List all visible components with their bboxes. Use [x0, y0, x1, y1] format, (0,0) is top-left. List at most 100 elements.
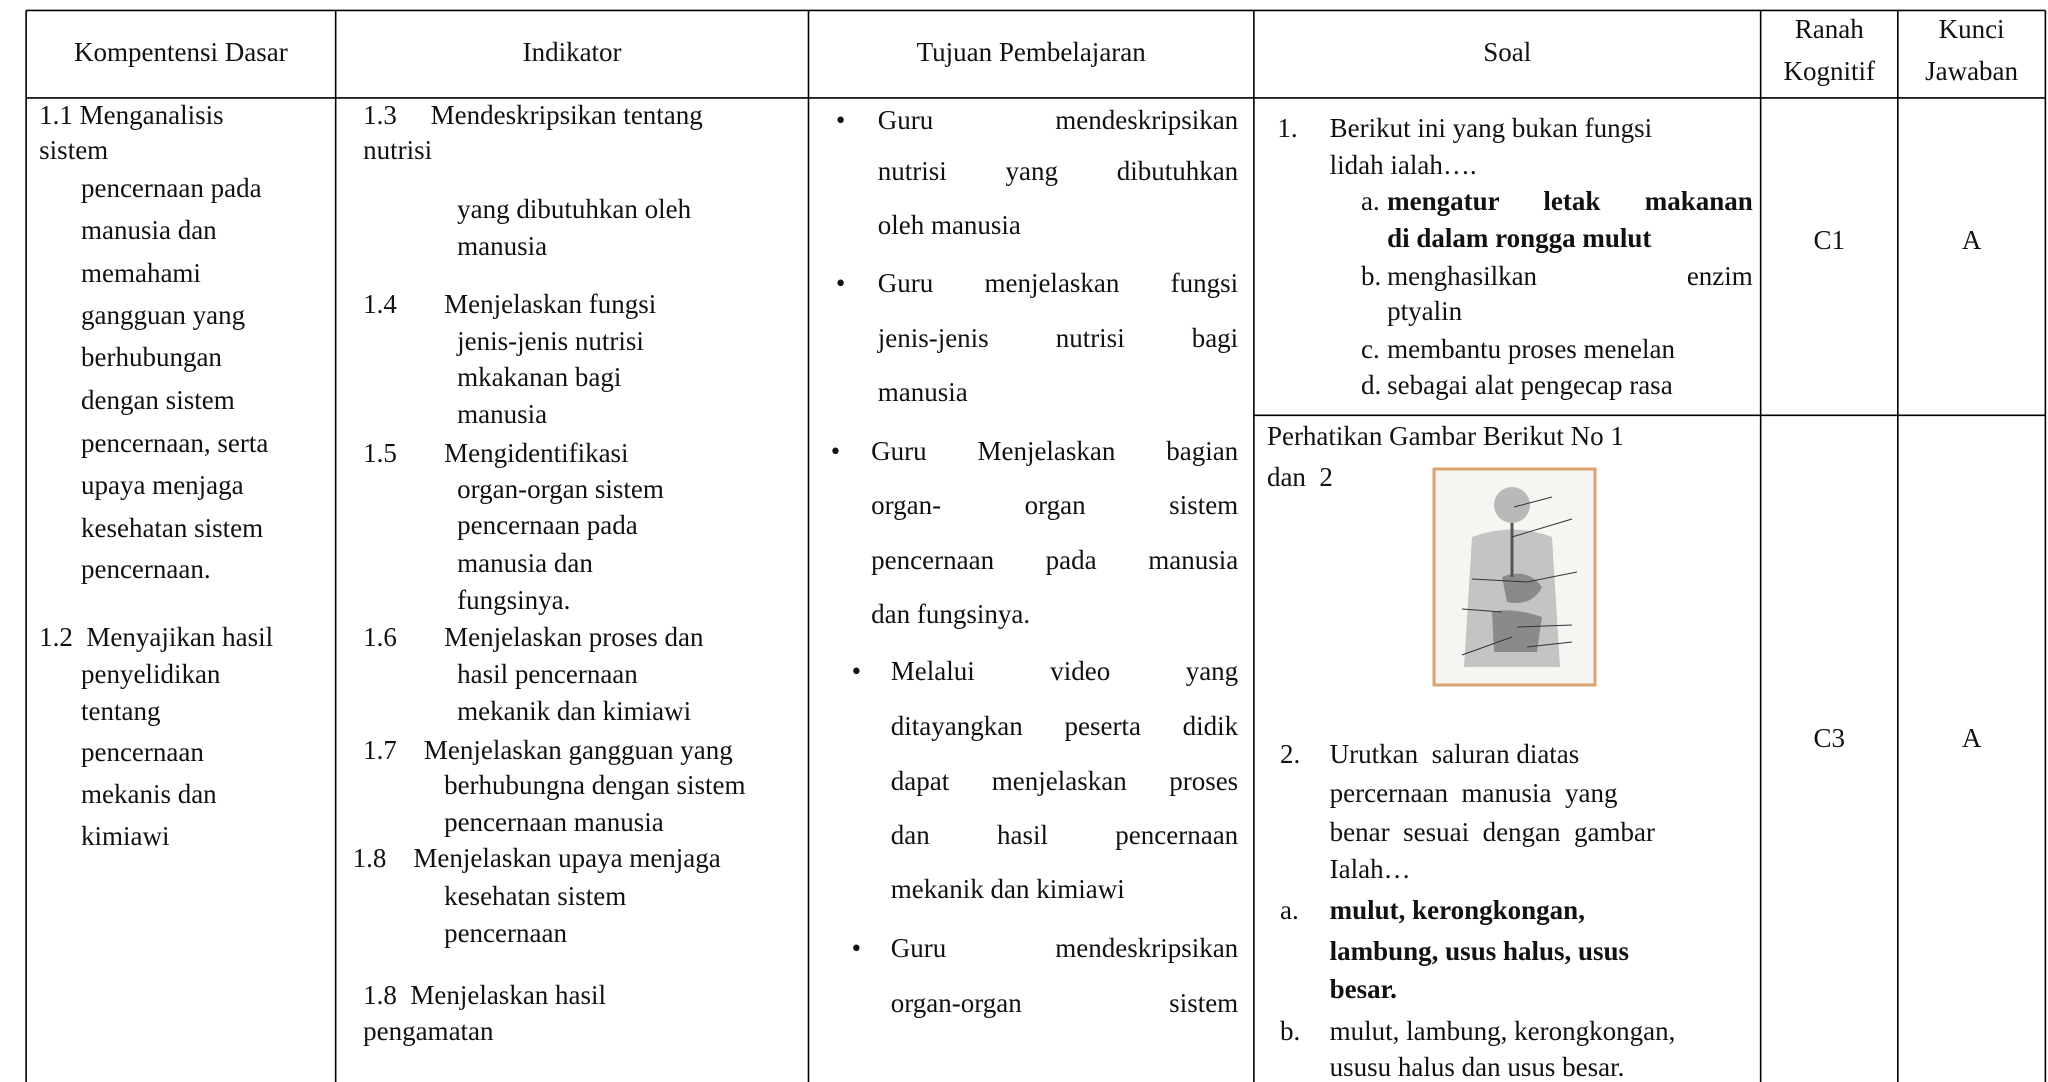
indikator-line: 1.7 Menjelaskan gangguan yang	[363, 734, 733, 765]
kd-line: mekanis dan	[80, 779, 217, 810]
kd-line: sistem	[39, 135, 109, 166]
bullet: •	[851, 656, 862, 687]
tujuan-line: Melalui video yang	[890, 656, 1239, 687]
option-line: membantu proses menelan	[1387, 333, 1676, 364]
option-letter: c.	[1360, 333, 1380, 364]
kunci-cell: A	[1961, 225, 1982, 256]
tujuan-line: nutrisi yang dibutuhkan	[877, 156, 1239, 187]
indikator-line: pencernaan manusia	[444, 806, 664, 837]
tujuan-line: pencernaan pada manusia	[871, 545, 1239, 576]
option-letter: a.	[1360, 186, 1380, 217]
question-number: 2.	[1280, 738, 1301, 769]
option-letter: d.	[1360, 370, 1382, 401]
option-line: lambung, usus halus, usus	[1329, 935, 1630, 966]
option-line: ususu halus dan usus besar.	[1329, 1052, 1625, 1082]
question-line: percernaan manusia yang	[1329, 777, 1618, 808]
indikator-line: 1.8 Menjelaskan hasil	[363, 980, 607, 1011]
header-cell: Kognitif	[1783, 55, 1875, 86]
tujuan-line: jenis-jenis nutrisi bagi	[877, 323, 1239, 354]
option-letter: b.	[1280, 1015, 1301, 1046]
tujuan-line: dan fungsinya.	[871, 598, 1031, 629]
tujuan-line: dapat menjelaskan proses	[890, 766, 1239, 797]
option-line: besar.	[1329, 973, 1397, 1004]
tujuan-line: organ-organ sistem	[890, 988, 1239, 1019]
option-line: mulut, lambung, kerongkongan,	[1329, 1015, 1676, 1046]
question-line: Ialah…	[1329, 853, 1411, 884]
indikator-line: manusia dan	[457, 547, 593, 578]
bullet: •	[835, 268, 846, 299]
question-intro: Perhatikan Gambar Berikut No 1	[1266, 421, 1624, 452]
indikator-line: hasil pencernaan	[457, 658, 638, 689]
tujuan-line: Guru menjelaskan fungsi	[877, 268, 1239, 299]
option-letter: a.	[1280, 895, 1299, 926]
tujuan-line: Guru Menjelaskan bagian	[871, 435, 1239, 466]
kunci-cell: A	[1961, 722, 1982, 753]
bullet: •	[830, 435, 841, 466]
indikator-line: manusia	[457, 399, 548, 430]
indikator-line: pencernaan pada	[457, 510, 638, 541]
kd-line: dengan sistem	[80, 384, 235, 415]
indikator-line: 1.8 Menjelaskan upaya menjaga	[352, 843, 721, 874]
kd-line: upaya menjaga	[80, 469, 244, 500]
kd-line: manusia dan	[80, 214, 217, 245]
kd-line: 1.2 Menyajikan hasil	[39, 622, 274, 653]
header-cell: Ranah	[1794, 13, 1864, 44]
kd-line: pencernaan pada	[80, 173, 262, 204]
option-line: menghasilkan enzim	[1387, 260, 1753, 291]
bullet: •	[835, 105, 846, 136]
tujuan-line: dan hasil pencernaan	[890, 819, 1239, 850]
header-cell: Tujuan Pembelajaran	[916, 37, 1146, 68]
option-line: sebagai alat pengecap rasa	[1387, 370, 1673, 401]
bullet: •	[851, 933, 862, 964]
indikator-line: pengamatan	[363, 1015, 494, 1046]
kd-line: pencernaan.	[80, 554, 211, 585]
option-line: di dalam rongga mulut	[1387, 222, 1652, 253]
tujuan-line: ditayangkan peserta didik	[890, 711, 1239, 742]
question-intro: dan 2	[1266, 461, 1333, 492]
kd-line: penyelidikan	[80, 658, 221, 689]
ranah-cell: C3	[1813, 722, 1845, 753]
header-cell: Kunci	[1938, 13, 2005, 44]
tujuan-line: organ- organ sistem	[871, 490, 1239, 521]
option-line: mengatur letak makanan	[1387, 186, 1753, 217]
indikator-line: berhubungna dengan sistem	[444, 770, 746, 800]
indikator-line: yang dibutuhkan oleh	[457, 194, 692, 224]
kd-line: 1.1 Menganalisis	[39, 99, 224, 130]
kd-line: gangguan yang	[80, 299, 246, 330]
tujuan-line: mekanik dan kimiawi	[890, 874, 1125, 905]
tujuan-line: oleh manusia	[877, 209, 1021, 240]
indikator-line: kesehatan sistem	[444, 881, 627, 912]
tujuan-line: manusia	[877, 376, 968, 407]
indikator-line: organ-organ sistem	[457, 473, 664, 504]
header-cell: Jawaban	[1925, 55, 2019, 86]
tujuan-line: Guru mendeskripsikan	[877, 105, 1239, 136]
kd-line: kimiawi	[80, 820, 170, 851]
header-cell: Indikator	[522, 37, 622, 68]
kd-line: pencernaan, serta	[80, 427, 269, 458]
indikator-line: fungsinya.	[457, 584, 571, 615]
option-line: mulut, kerongkongan,	[1329, 895, 1585, 926]
kd-line: tentang	[80, 695, 161, 726]
indikator-line: 1.4 Menjelaskan fungsi	[363, 289, 657, 320]
indikator-line: 1.5 Mengidentifikasi	[363, 438, 629, 469]
digestive-figure	[1432, 467, 1597, 687]
header-cell: Kompentensi Dasar	[74, 37, 288, 68]
ranah-cell: C1	[1813, 225, 1845, 256]
indikator-line: nutrisi	[363, 135, 433, 166]
header-cell: Soal	[1483, 37, 1532, 68]
question-line: benar sesuai dengan gambar	[1329, 817, 1655, 848]
indikator-line: pencernaan	[444, 917, 567, 948]
indikator-line: 1.6 Menjelaskan proses dan	[363, 622, 704, 653]
kd-line: memahami	[80, 258, 201, 288]
indikator-line: jenis-jenis nutrisi	[457, 325, 644, 356]
question-line: Berikut ini yang bukan fungsi	[1329, 113, 1653, 144]
indikator-line: mkakanan bagi	[457, 362, 622, 393]
indikator-line: mekanik dan kimiawi	[457, 695, 692, 726]
question-line: lidah ialah….	[1329, 149, 1477, 180]
kd-line: kesehatan sistem	[80, 512, 264, 543]
tujuan-line: Guru mendeskripsikan	[890, 933, 1239, 964]
option-letter: b.	[1360, 260, 1382, 291]
kd-line: pencernaan	[80, 737, 204, 768]
